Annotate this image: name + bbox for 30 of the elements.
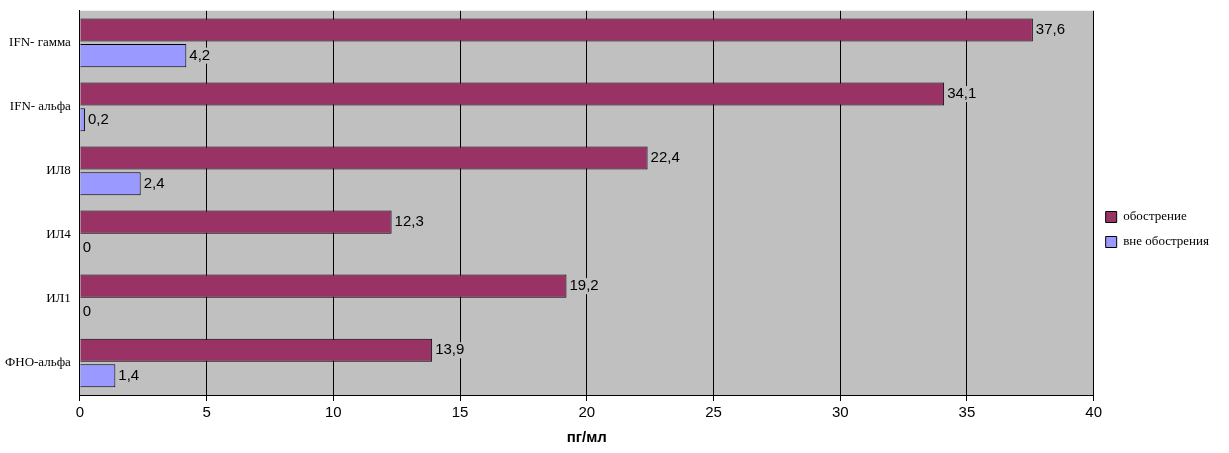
y-tick-label: IFN- гамма bbox=[9, 34, 72, 50]
data-label: 13,9 bbox=[435, 340, 465, 358]
y-tick-label: ФНО-альфа bbox=[4, 354, 72, 370]
data-label: 1,4 bbox=[118, 365, 140, 383]
x-tick-label: 5 bbox=[202, 403, 211, 421]
data-label: 37,6 bbox=[1035, 20, 1066, 38]
data-label: 4,2 bbox=[189, 45, 211, 63]
x-tick-label: 0 bbox=[75, 403, 85, 421]
data-label: 0 bbox=[82, 237, 92, 255]
y-tick-label: ИЛ1 bbox=[46, 290, 71, 306]
x-axis-title: пг/мл bbox=[566, 428, 607, 446]
data-label: 0,2 bbox=[87, 109, 109, 127]
x-tick-label: 20 bbox=[578, 403, 596, 421]
x-tick-label: 40 bbox=[1085, 403, 1103, 421]
x-tick-label: 25 bbox=[705, 403, 722, 421]
y-tick-label: ИЛ8 bbox=[46, 162, 71, 178]
data-label: 2,4 bbox=[143, 173, 165, 191]
x-tick-label: 35 bbox=[958, 403, 976, 421]
x-tick-label: 15 bbox=[451, 403, 469, 421]
y-tick-label: IFN- альфа bbox=[9, 98, 72, 114]
x-tick-label: 10 bbox=[324, 403, 342, 421]
data-label: 0 bbox=[82, 301, 92, 319]
legend-label: обострение bbox=[1123, 208, 1187, 224]
data-label: 19,2 bbox=[569, 276, 599, 294]
data-label: 12,3 bbox=[394, 212, 424, 230]
y-tick-label: ИЛ4 bbox=[46, 226, 72, 242]
legend-label: вне обострения bbox=[1123, 233, 1210, 249]
data-label: 34,1 bbox=[947, 84, 977, 102]
data-label: 22,4 bbox=[650, 148, 680, 166]
x-tick-label: 30 bbox=[831, 403, 849, 421]
